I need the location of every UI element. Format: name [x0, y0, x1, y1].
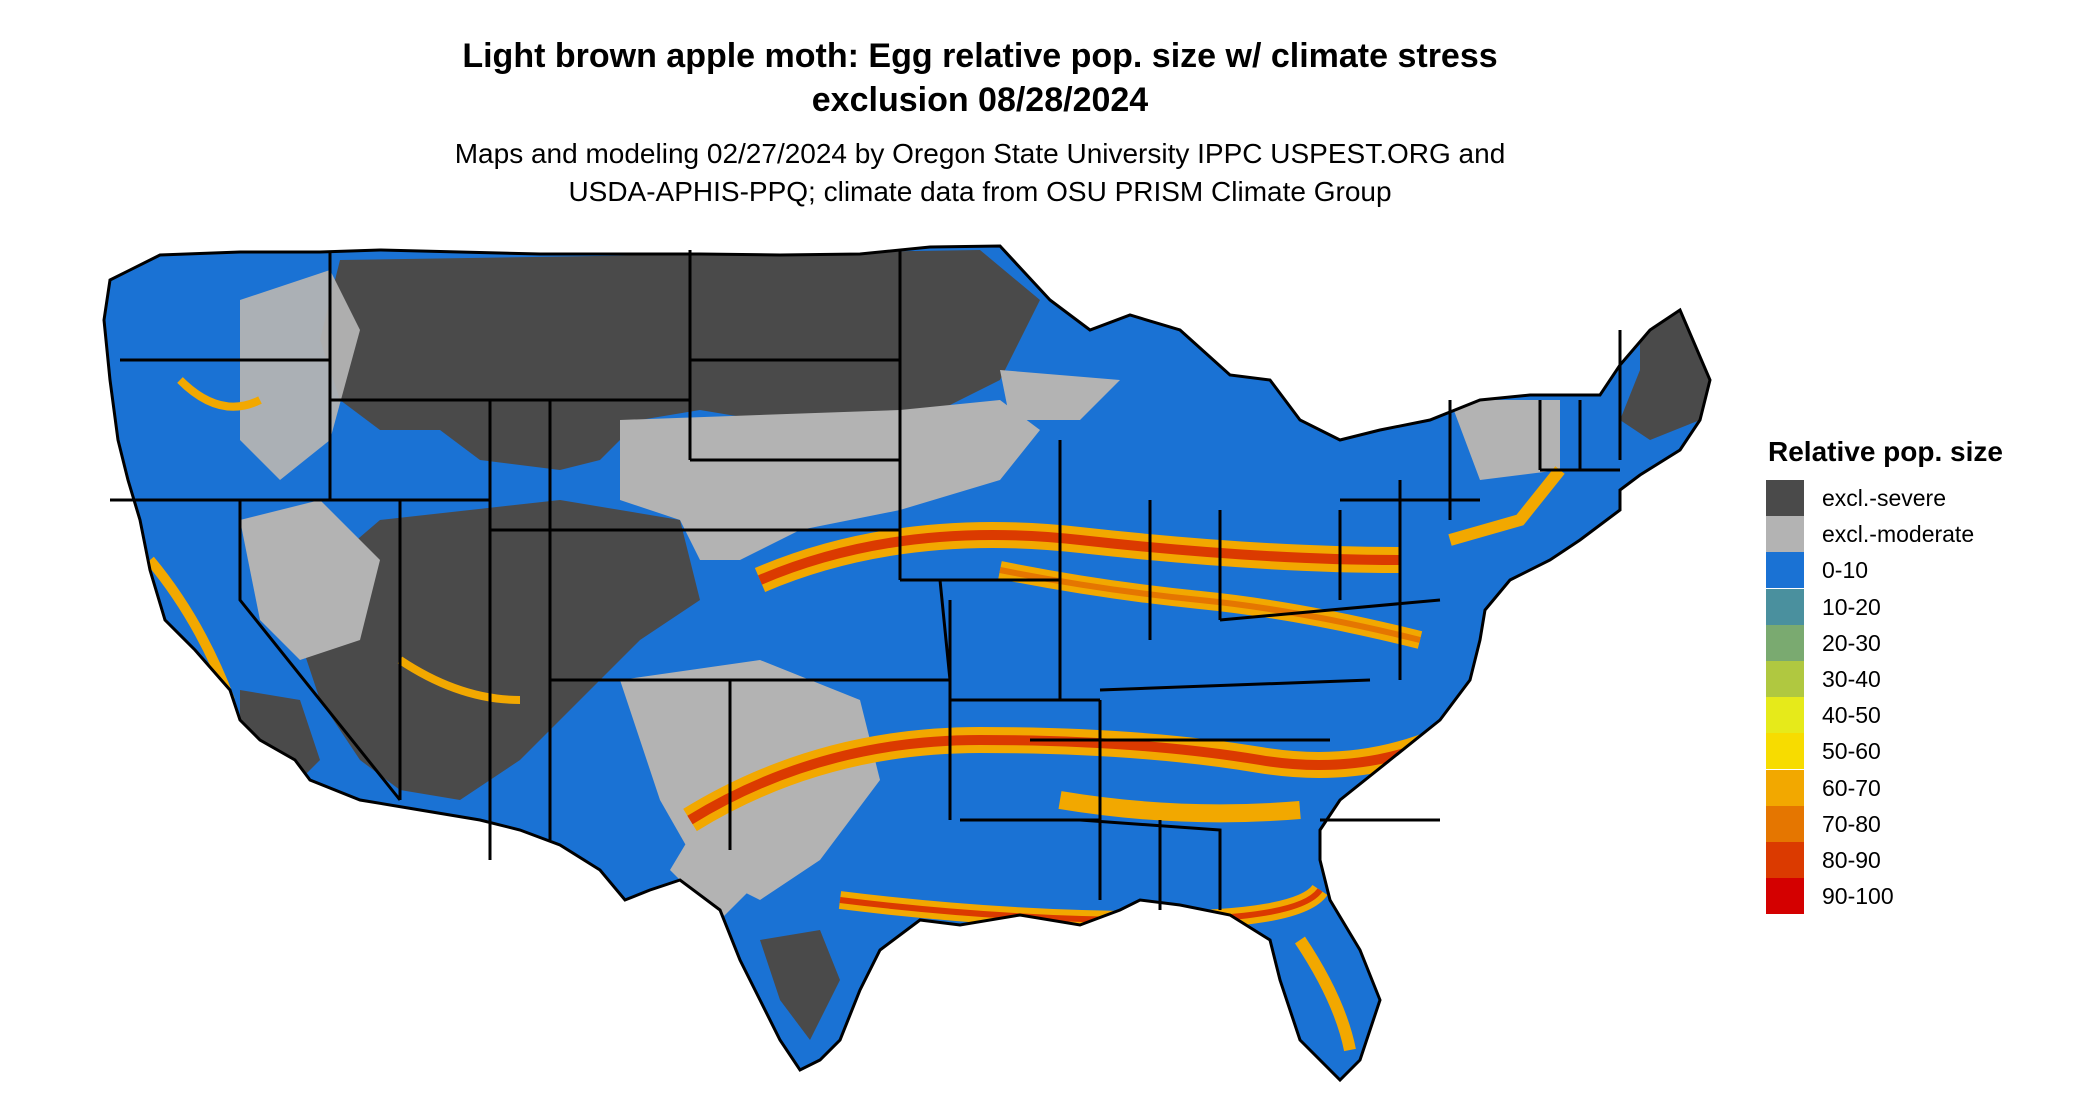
legend-swatch [1766, 769, 1804, 806]
high-suitability-bands [146, 377, 1565, 1052]
legend-swatch [1766, 516, 1804, 553]
legend-swatch [1766, 842, 1804, 878]
map-subtitle-line2: USDA-APHIS-PPQ; climate data from OSU PR… [568, 176, 1392, 207]
map-subtitle-line1: Maps and modeling 02/27/2024 by Oregon S… [454, 138, 1506, 169]
state-boundaries [102, 244, 1712, 1083]
map-title-line1: Light brown apple moth: Egg relative pop… [462, 37, 1498, 75]
legend-label: 80-90 [1822, 847, 1881, 873]
suitability-raster [104, 246, 1710, 1080]
legend-label: excl.-moderate [1822, 521, 1975, 548]
legend-title: Relative pop. size [1768, 436, 2003, 467]
legend-swatch [1766, 661, 1804, 697]
legend-label: 20-30 [1822, 629, 1881, 656]
map-title-line2: exclusion 08/28/2024 [811, 81, 1149, 119]
legend-label: 60-70 [1822, 774, 1881, 801]
legend-swatch [1766, 697, 1804, 734]
legend-label: 40-50 [1822, 702, 1881, 729]
legend-label: 10-20 [1822, 593, 1881, 620]
legend-swatch [1766, 624, 1804, 661]
legend-swatch [1766, 588, 1804, 625]
legend-label: excl.-severe [1822, 485, 1946, 511]
legend-swatch [1766, 552, 1804, 589]
legend-swatch [1766, 480, 1804, 516]
legend-swatch [1766, 878, 1804, 915]
legend-label: 30-40 [1822, 666, 1881, 692]
legend-label: 90-100 [1822, 883, 1894, 910]
legend-label: 0-10 [1822, 557, 1869, 584]
legend-label: 70-80 [1822, 810, 1881, 837]
legend-swatch [1766, 733, 1804, 770]
legend-label: 50-60 [1822, 738, 1881, 765]
legend-swatch [1766, 805, 1804, 842]
us-map [102, 244, 1712, 1083]
